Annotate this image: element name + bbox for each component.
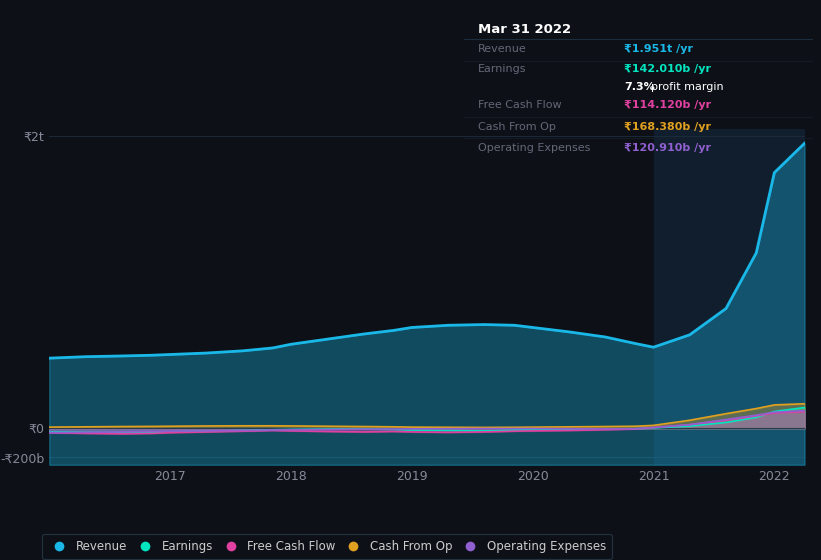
Text: Cash From Op: Cash From Op [478,122,556,132]
Text: profit margin: profit margin [650,82,723,92]
Text: ₹142.010b /yr: ₹142.010b /yr [624,64,711,74]
Text: ₹114.120b /yr: ₹114.120b /yr [624,100,712,110]
Text: Operating Expenses: Operating Expenses [478,143,590,153]
Bar [654,129,817,465]
Text: Free Cash Flow: Free Cash Flow [478,100,562,110]
Text: Earnings: Earnings [478,64,526,74]
Text: ₹1.951t /yr: ₹1.951t /yr [624,44,694,54]
Legend: Revenue, Earnings, Free Cash Flow, Cash From Op, Operating Expenses: Revenue, Earnings, Free Cash Flow, Cash … [42,534,612,559]
Text: ₹168.380b /yr: ₹168.380b /yr [624,122,711,132]
Text: ₹120.910b /yr: ₹120.910b /yr [624,143,711,153]
Text: Mar 31 2022: Mar 31 2022 [478,23,571,36]
Text: 7.3%: 7.3% [624,82,655,92]
Text: Revenue: Revenue [478,44,526,54]
